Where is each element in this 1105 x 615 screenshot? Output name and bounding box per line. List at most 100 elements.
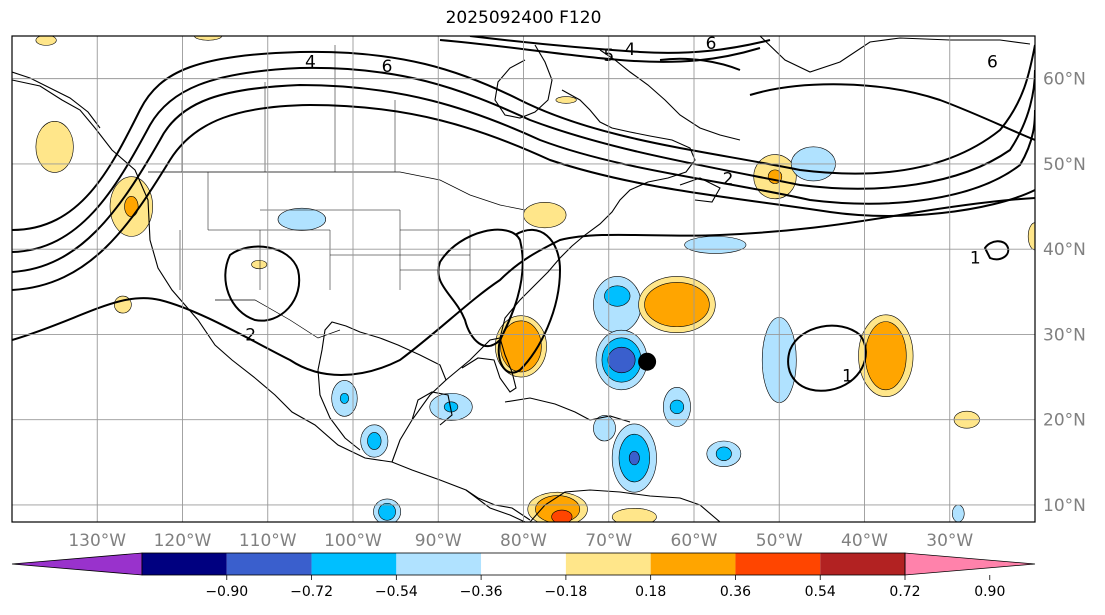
contour-label: 2 — [245, 325, 256, 345]
longitude-tick-label: 90°W — [415, 531, 462, 548]
colorbar-tick-label: 0.36 — [720, 584, 751, 600]
contour-line — [659, 57, 741, 71]
contour-line — [749, 83, 1035, 141]
coastline-greenland — [759, 36, 1031, 73]
colorbar-tick-label: −0.72 — [290, 584, 333, 600]
coastline-alaska — [12, 71, 101, 129]
shaded-area — [500, 320, 542, 373]
longitude-tick-label: 120°W — [154, 531, 212, 548]
shaded-area — [1027, 222, 1035, 251]
longitude-tick-label: 40°W — [841, 531, 888, 548]
colorbar-segment — [311, 553, 397, 575]
longitude-tick-label: 80°W — [500, 531, 547, 548]
colorbar: −0.90 −0.72 −0.54 −0.36 −0.18 0.18 0.36 0.54 0.7… — [11, 552, 1036, 600]
colorbar-segment — [142, 553, 227, 575]
shaded-area — [593, 415, 616, 442]
shaded-area — [35, 36, 57, 46]
border-canada-us — [148, 171, 526, 211]
longitude-tick-label: 30°W — [926, 531, 973, 548]
contour-label: 4 — [625, 40, 636, 60]
shaded-area — [952, 504, 965, 522]
coastlines — [12, 36, 1031, 522]
contour-line — [12, 103, 1035, 291]
colorbar-tick-label: −0.90 — [205, 584, 248, 600]
shaded-area — [555, 96, 577, 104]
border-states — [179, 172, 560, 300]
shaded-area — [378, 502, 396, 521]
longitude-tick-label: 110°W — [239, 531, 297, 548]
colorbar-segment — [820, 553, 905, 575]
colorbar-segment — [650, 553, 736, 575]
contour-line — [12, 197, 1035, 376]
contour-line — [497, 229, 562, 374]
storm-marker — [638, 352, 657, 371]
coastline-yucatan — [411, 391, 453, 426]
contour-line — [12, 44, 1035, 231]
colorbar-segment — [481, 553, 566, 575]
shaded-area — [644, 282, 710, 328]
latitude-tick-label: 50°N — [1043, 155, 1086, 175]
latitude-labels: 10°N 20°N 30°N 40°N 50°N 60°N — [1043, 70, 1086, 516]
coastline-hudson — [494, 44, 553, 119]
colorbar-tick-label: −0.54 — [375, 584, 418, 600]
contour-line — [439, 39, 761, 63]
longitude-tick-label: 100°W — [324, 531, 382, 548]
shaded-area — [611, 508, 657, 522]
contour-label: 1 — [970, 249, 981, 269]
colorbar-segment — [735, 553, 821, 575]
colorbar-labels: −0.90 −0.72 −0.54 −0.36 −0.18 0.18 0.36 0.54 0.7… — [205, 575, 1005, 600]
shaded-area — [715, 446, 732, 461]
latitude-tick-label: 60°N — [1043, 70, 1086, 90]
shaded-area — [367, 432, 382, 450]
coastline-east — [499, 89, 696, 339]
latitude-tick-label: 10°N — [1043, 496, 1086, 516]
contour-line — [983, 240, 1010, 261]
colorbar-tick-label: −0.36 — [460, 584, 503, 600]
colorbar-outline — [141, 552, 906, 576]
longitude-tick-label: 60°W — [671, 531, 718, 548]
map-title: 2025092400 F120 — [445, 8, 602, 28]
colorbar-segment — [565, 553, 651, 575]
map-frame — [11, 35, 1036, 523]
shaded-area — [604, 285, 631, 307]
contour-line — [224, 245, 301, 322]
contour-line — [437, 228, 524, 348]
border-us-mexico — [215, 299, 341, 339]
colorbar-tick-label: 0.90 — [974, 584, 1005, 600]
coastline-gulf — [317, 321, 447, 463]
colorbar-segments — [11, 552, 1036, 576]
contour-line — [787, 324, 867, 392]
coastline-cuba — [504, 397, 591, 421]
border-canada-provinces — [181, 45, 396, 172]
marker — [638, 352, 657, 371]
shaded-area — [339, 392, 350, 404]
shaded-area — [865, 321, 907, 391]
contour-label: 6 — [706, 34, 717, 54]
contour-label: 4 — [305, 53, 316, 73]
latitude-tick-label: 40°N — [1043, 240, 1086, 260]
coastline-florida — [445, 337, 517, 393]
contour-label: 6 — [987, 53, 998, 73]
shaded-fields — [35, 36, 1035, 522]
shaded-area — [607, 346, 636, 374]
longitude-tick-label: 70°W — [585, 531, 632, 548]
colorbar-tick-label: 0.54 — [805, 584, 836, 600]
coastline-labrador — [599, 49, 741, 141]
contour-label: 2 — [723, 169, 734, 189]
colorbar-segment — [226, 553, 312, 575]
colorbar-tick-label: −0.18 — [544, 584, 587, 600]
latitude-tick-label: 20°N — [1043, 411, 1086, 431]
colorbar-segment — [396, 553, 482, 575]
colorbar-tick-label: 0.18 — [635, 584, 666, 600]
colorbar-extend-low — [11, 552, 143, 576]
longitude-labels: 130°W 120°W 110°W 100°W 90°W 80°W 70°W 60°W 50°W… — [68, 531, 973, 548]
colorbar-tick-label: 0.72 — [889, 584, 920, 600]
longitude-tick-label: 130°W — [68, 531, 126, 548]
colorbar-extend-high — [904, 552, 1036, 576]
longitude-tick-label: 50°W — [756, 531, 803, 548]
coastline-north-america — [12, 79, 526, 522]
shaded-area — [669, 399, 685, 415]
coastline-south-america — [529, 489, 721, 522]
shaded-area — [628, 450, 640, 466]
